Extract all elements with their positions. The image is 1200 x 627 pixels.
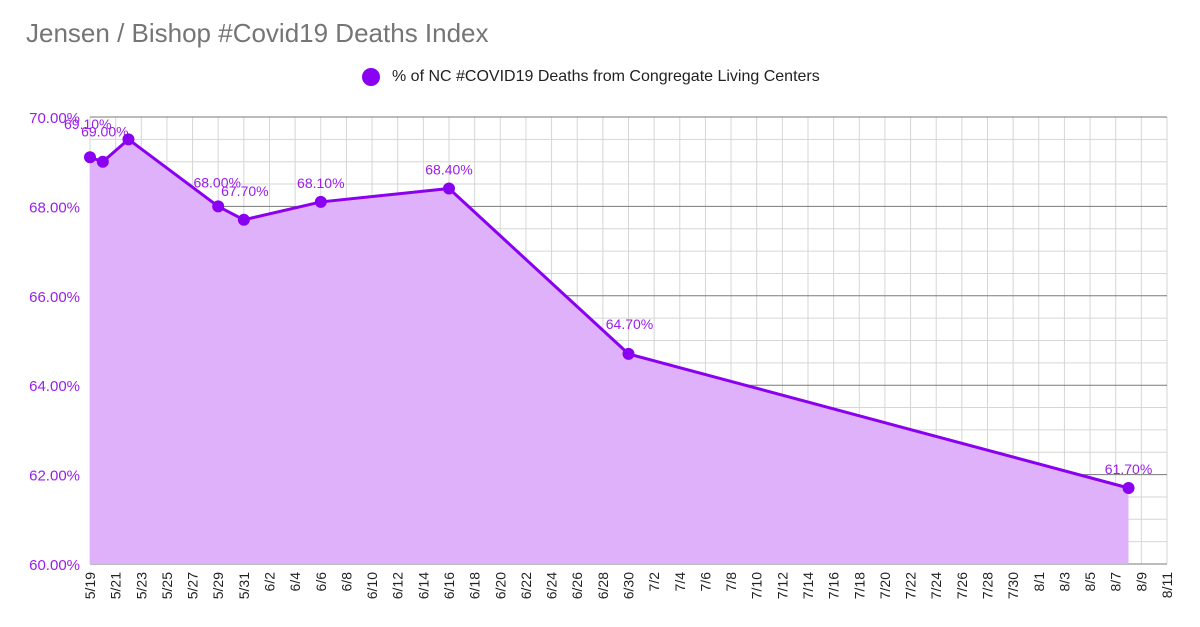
data-label: 68.40% (425, 162, 472, 178)
x-tick-label: 6/28 (595, 572, 611, 599)
x-tick-label: 5/23 (133, 572, 149, 599)
x-tick-label: 6/8 (338, 572, 354, 592)
x-tick-label: 7/22 (903, 572, 919, 599)
x-tick-label: 6/14 (415, 572, 431, 599)
x-tick-label: 5/21 (108, 572, 124, 599)
data-point (314, 195, 327, 208)
x-tick-label: 7/28 (980, 572, 996, 599)
x-tick-label: 8/5 (1082, 572, 1098, 592)
x-tick-label: 7/24 (928, 572, 944, 599)
data-point (96, 155, 109, 168)
data-point (212, 200, 225, 213)
x-tick-label: 7/6 (697, 572, 713, 592)
y-tick-label: 64.00% (29, 378, 80, 395)
data-label: 68.10% (297, 175, 344, 191)
x-tick-label: 8/1 (1031, 572, 1047, 592)
x-tick-label: 7/14 (800, 572, 816, 599)
data-point (1122, 482, 1135, 495)
x-tick-label: 5/29 (210, 572, 226, 599)
x-tick-label: 7/16 (826, 572, 842, 599)
x-tick-label: 5/19 (82, 572, 98, 599)
legend: % of NC #COVID19 Deaths from Congregate … (362, 68, 820, 86)
x-tick-label: 6/26 (569, 572, 585, 599)
x-tick-label: 7/2 (646, 572, 662, 592)
data-point (84, 151, 96, 164)
x-tick-label: 6/12 (390, 572, 406, 599)
x-tick-label: 6/22 (518, 572, 534, 599)
data-point (122, 133, 135, 146)
x-tick-label: 7/12 (774, 572, 790, 599)
x-tick-label: 6/6 (313, 572, 329, 592)
data-label: 68.00% (193, 174, 240, 190)
x-tick-label: 5/25 (159, 572, 175, 599)
x-tick-label: 5/31 (236, 572, 252, 599)
x-tick-label: 7/8 (723, 572, 739, 592)
data-point (237, 213, 250, 226)
x-tick-label: 7/4 (672, 572, 688, 592)
data-label: 69.10% (64, 116, 111, 132)
x-tick-label: 7/10 (749, 572, 765, 599)
data-label: 69.00% (81, 124, 128, 140)
x-tick-label: 6/2 (262, 572, 278, 592)
y-tick-label: 70.00% (29, 110, 80, 127)
area-fill (90, 139, 1129, 564)
data-point (622, 347, 635, 360)
x-tick-label: 7/26 (954, 572, 970, 599)
x-tick-label: 7/20 (877, 572, 893, 599)
x-tick-label: 8/9 (1133, 572, 1149, 592)
x-tick-label: 6/24 (544, 572, 560, 599)
x-tick-label: 6/18 (467, 572, 483, 599)
x-tick-label: 6/10 (364, 572, 380, 599)
legend-marker (362, 68, 380, 86)
data-label: 61.70% (1105, 461, 1152, 477)
chart-title: Jensen / Bishop #Covid19 Deaths Index (26, 18, 489, 48)
x-tick-label: 6/20 (492, 572, 508, 599)
x-tick-label: 6/30 (621, 572, 637, 599)
x-tick-label: 6/16 (441, 572, 457, 599)
x-tick-label: 8/7 (1108, 572, 1124, 592)
data-label: 64.70% (606, 316, 653, 332)
x-tick-label: 5/27 (185, 572, 201, 599)
x-tick-label: 7/30 (1005, 572, 1021, 599)
x-tick-label: 8/11 (1159, 572, 1175, 598)
x-tick-label: 8/3 (1056, 572, 1072, 592)
y-tick-label: 62.00% (29, 468, 80, 485)
x-tick-label: 7/18 (851, 572, 867, 599)
data-label: 67.70% (221, 183, 268, 199)
y-tick-label: 68.00% (29, 199, 80, 216)
y-tick-label: 66.00% (29, 289, 80, 306)
x-tick-label: 6/4 (287, 572, 303, 592)
y-tick-label: 60.00% (29, 557, 80, 574)
data-point (443, 182, 455, 195)
legend-label: % of NC #COVID19 Deaths from Congregate … (392, 68, 820, 85)
